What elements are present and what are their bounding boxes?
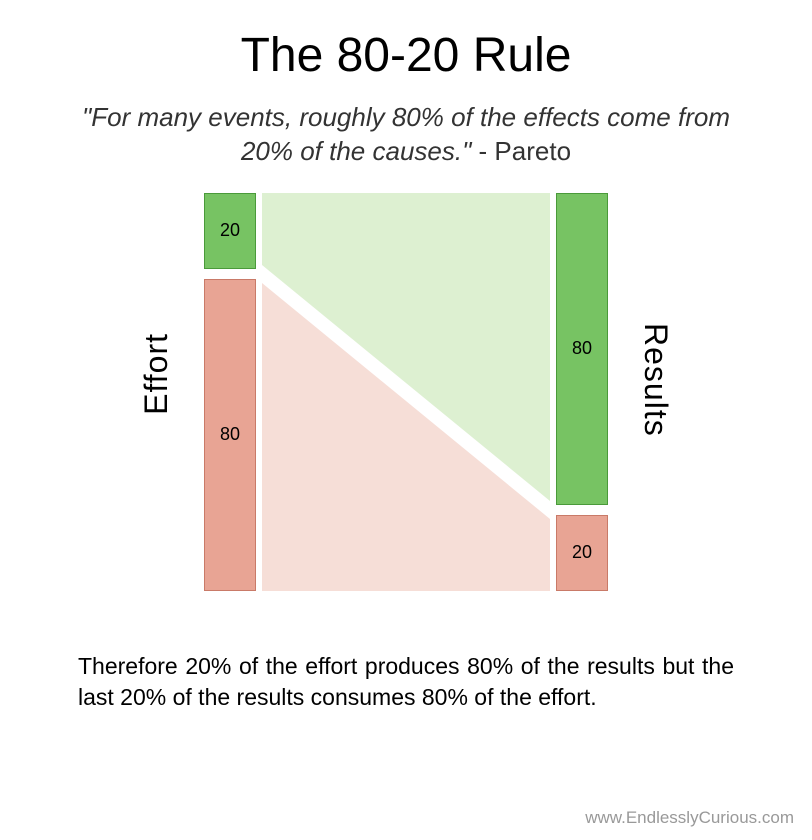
effort-bar-80: 80 [204,279,256,591]
subtitle: "For many events, roughly 80% of the eff… [0,101,812,169]
axis-label-effort: Effort [138,333,175,415]
axis-label-results: Results [637,323,674,437]
results-bar-80: 80 [556,193,608,505]
pareto-diagram: Effort Results 20 80 80 20 [0,193,812,623]
results-bar-80-label: 80 [572,338,592,359]
results-bar-20: 20 [556,515,608,591]
subtitle-attribution: - Pareto [471,136,571,166]
page-title: The 80-20 Rule [0,28,812,83]
effort-bar-80-label: 80 [220,424,240,445]
conclusion-text: Therefore 20% of the effort produces 80%… [0,651,812,713]
results-bar-20-label: 20 [572,542,592,563]
footer-url: www.EndlesslyCurious.com [585,808,794,828]
effort-bar-20: 20 [204,193,256,269]
effort-bar-20-label: 20 [220,220,240,241]
connector-shapes [258,193,554,591]
subtitle-quote: "For many events, roughly 80% of the eff… [82,102,730,166]
